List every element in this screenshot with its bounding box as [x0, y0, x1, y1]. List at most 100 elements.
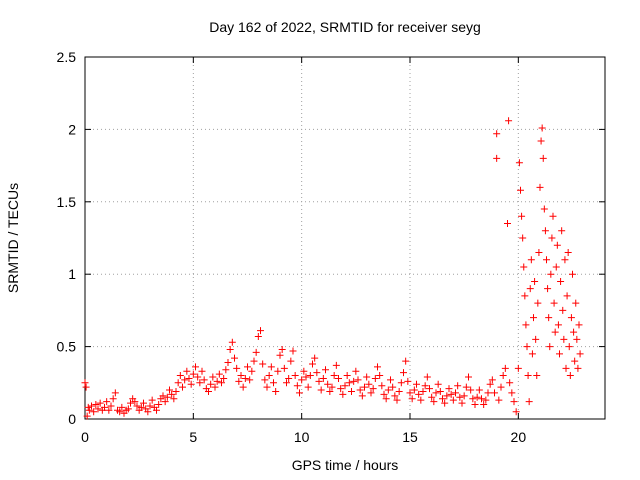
data-point [296, 389, 303, 397]
data-point [239, 383, 247, 391]
data-point [179, 383, 186, 391]
axis-ticks: 0 5 10 15 20 0 0.5 1 1.5 2 2.5 [57, 49, 605, 445]
data-point [389, 383, 397, 391]
data-point [576, 350, 584, 358]
data-point [480, 401, 488, 409]
data-point [356, 386, 364, 394]
data-point [556, 350, 563, 358]
data-point [339, 390, 347, 398]
data-point [531, 277, 539, 285]
data-point [561, 256, 569, 264]
data-point [462, 383, 470, 391]
data-point [382, 395, 390, 403]
data-point [267, 363, 275, 371]
data-point [140, 399, 147, 407]
data-point [218, 379, 225, 387]
data-point [220, 374, 228, 382]
data-point [525, 398, 533, 406]
data-point [493, 154, 501, 162]
data-point [426, 385, 433, 393]
data-point [378, 382, 386, 390]
data-point [272, 387, 280, 395]
data-point [563, 292, 571, 300]
data-point [348, 387, 355, 395]
data-point [436, 387, 444, 395]
data-point [543, 256, 550, 264]
data-point [161, 398, 169, 406]
data-point [456, 393, 464, 401]
data-point [447, 390, 455, 398]
data-point [306, 372, 314, 380]
data-point [109, 395, 117, 403]
data-point [506, 379, 514, 387]
data-point [445, 385, 453, 393]
data-point [517, 186, 524, 194]
data-point [172, 387, 180, 395]
data-point [105, 406, 113, 414]
data-point [508, 389, 516, 397]
data-point [486, 380, 494, 388]
data-point [572, 299, 580, 307]
data-point [488, 376, 496, 384]
data-point [550, 299, 558, 307]
data-point [469, 395, 477, 403]
data-point [443, 392, 451, 400]
data-point [524, 372, 532, 380]
data-point [313, 369, 321, 377]
data-point [181, 376, 189, 384]
data-point [337, 385, 345, 393]
data-point [574, 364, 582, 372]
data-point [116, 408, 124, 416]
data-point [526, 285, 534, 293]
data-point [274, 367, 282, 375]
data-point [163, 393, 171, 401]
data-point [400, 369, 407, 377]
data-point [326, 387, 334, 395]
data-point [522, 321, 530, 329]
data-point [241, 374, 249, 382]
data-point [536, 183, 544, 191]
data-point [259, 360, 267, 368]
data-point [345, 379, 353, 387]
data-point [519, 234, 527, 242]
chart-title: Day 162 of 2022, SRMTID for receiver sey… [209, 19, 481, 35]
data-point [540, 205, 548, 213]
data-point [82, 383, 90, 391]
data-point [434, 380, 442, 388]
data-point [514, 364, 522, 372]
data-point [198, 367, 206, 375]
data-point [449, 396, 457, 404]
data-point [200, 376, 208, 384]
data-point [515, 159, 523, 167]
data-point [213, 377, 221, 385]
data-point [170, 395, 178, 403]
data-point [185, 374, 193, 382]
x-tick-label: 20 [511, 429, 527, 445]
data-point [103, 398, 111, 406]
data-point [300, 367, 308, 375]
data-point [304, 383, 312, 391]
data-point [244, 363, 251, 371]
data-point [302, 373, 310, 381]
data-point [395, 387, 403, 395]
y-axis-title: SRMTID / TECUs [5, 183, 21, 293]
data-points [81, 117, 584, 420]
grid-lines [85, 57, 605, 419]
data-point [265, 372, 273, 380]
y-tick-label: 0 [68, 411, 76, 427]
data-point [133, 402, 141, 410]
data-point [548, 234, 556, 242]
data-point [189, 370, 197, 378]
data-point [562, 364, 570, 372]
data-point [391, 392, 399, 400]
x-tick-label: 5 [189, 429, 197, 445]
data-point [558, 227, 566, 235]
data-point [430, 398, 438, 406]
data-point [96, 399, 104, 407]
data-point [369, 385, 377, 393]
data-point [454, 382, 462, 390]
data-point [376, 372, 384, 380]
y-tick-label: 1 [68, 266, 76, 282]
data-point [276, 351, 284, 359]
